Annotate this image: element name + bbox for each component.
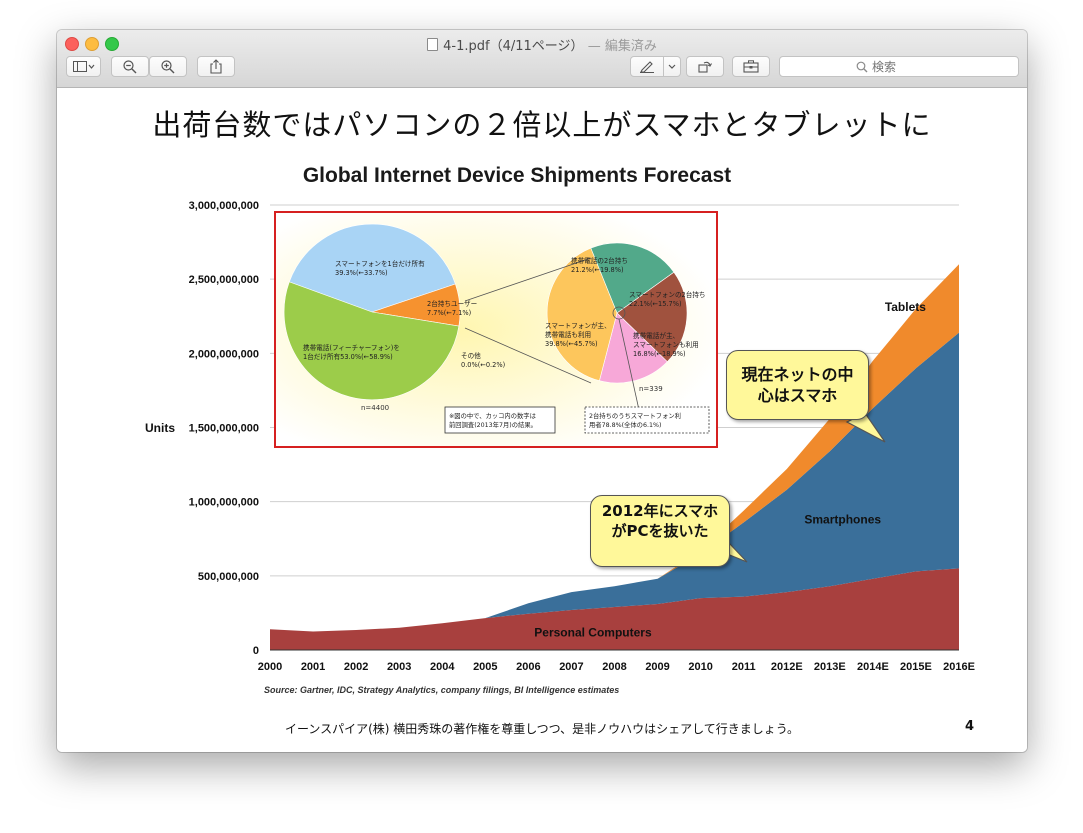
callout-bottom: 2012年にスマホがPCを抜いた [590, 495, 730, 567]
x-tick-label: 2002 [344, 661, 368, 673]
x-tick-label: 2004 [430, 661, 455, 673]
x-tick-label: 2009 [645, 661, 669, 673]
y-tick-label: 2,000,000,000 [189, 348, 259, 360]
x-tick-label: 2010 [688, 661, 712, 673]
x-tick-label: 2015E [900, 661, 932, 673]
y-tick-label: 3,000,000,000 [189, 200, 259, 212]
window-title: 4-1.pdf（4/11ページ） — 編集済み [57, 35, 1027, 54]
slide-title: 出荷台数ではパソコンの２倍以上がスマホとタブレットに [152, 108, 932, 142]
series-label: Tablets [885, 300, 926, 314]
pen-icon [640, 60, 654, 73]
toolbox-button[interactable] [732, 56, 770, 77]
right-pie-chart [546, 242, 688, 384]
right-pie-label: 携帯電話が主、スマートフォンも利用 16.8%(←18.9%) [633, 331, 699, 358]
x-tick-label: 2008 [602, 661, 626, 673]
series-label: Smartphones [804, 512, 881, 526]
left-pie-label: 携帯電話(フィーチャーフォン)を 1台だけ所有53.0%(←58.9%) [303, 343, 400, 361]
close-window-button[interactable] [65, 37, 79, 51]
zoom-out-icon [123, 59, 137, 73]
edited-status: — 編集済み [587, 39, 657, 54]
x-tick-labels: 2000 2001 2002 2003 2004 2005 2006 2007 2008 2009… [258, 661, 975, 673]
left-pie-chart [283, 223, 461, 401]
share-button[interactable] [197, 56, 235, 77]
x-tick-label: 2001 [301, 661, 325, 673]
x-tick-label: 2007 [559, 661, 583, 673]
sidebar-toggle-button[interactable] [66, 56, 101, 77]
markup-button[interactable] [630, 56, 664, 77]
right-pie-slice [590, 242, 675, 314]
x-tick-label: 2011 [732, 661, 756, 673]
preview-window: 4-1.pdf（4/11ページ） — 編集済み [57, 30, 1027, 752]
source-note: Source: Gartner, IDC, Strategy Analytics… [264, 685, 620, 695]
rotate-button[interactable] [686, 56, 724, 77]
y-tick-label: 1,000,000,000 [189, 497, 259, 509]
left-pie-slice [283, 281, 460, 401]
shipments-chart: 0 500,000,000 1,000,000,000 1,500,000,000 2,… [145, 200, 975, 673]
x-tick-label: 2013E [814, 661, 846, 673]
rotate-icon [697, 61, 712, 73]
y-tick-label: 500,000,000 [198, 571, 259, 583]
sidebar-icon [72, 60, 94, 72]
survey-inset: スマートフォンを1台だけ所有 39.3%(←33.7%) 2台持ちユーザー 7.7%(… [274, 211, 718, 448]
slide-footer: イーンスパイア(株) 横田秀珠の著作権を尊重しつつ、是非ノウハウはシェアして行き… [284, 722, 800, 736]
x-tick-label: 2006 [516, 661, 540, 673]
x-tick-label: 2003 [387, 661, 411, 673]
x-tick-label: 2000 [258, 661, 282, 673]
search-field[interactable] [779, 56, 1019, 77]
right-pie-n: n=339 [639, 385, 663, 393]
right-pie-label: 携帯電話の2台持ち 21.2%(←19.8%) [571, 256, 628, 274]
minimize-window-button[interactable] [85, 37, 99, 51]
right-pie-slice [546, 247, 618, 382]
area-smartphones [270, 332, 959, 632]
y-tick-label: 1,500,000,000 [189, 423, 259, 435]
y-tick-label: 2,500,000,000 [189, 274, 259, 286]
zoom-out-button[interactable] [111, 56, 149, 77]
toolbox-icon [743, 60, 759, 73]
y-axis-label: Units [145, 421, 175, 435]
left-pie-labels: スマートフォンを1台だけ所有 39.3%(←33.7%) 2台持ちユーザー 7.7%(… [303, 259, 505, 369]
left-pie-slice [288, 223, 456, 313]
zoom-window-button[interactable] [105, 37, 119, 51]
series-label: Personal Computers [534, 625, 652, 639]
title-bar: 4-1.pdf（4/11ページ） — 編集済み [57, 30, 1027, 88]
right-pie-slice [599, 312, 668, 384]
pdf-document-icon [427, 38, 439, 51]
area-tablets [270, 264, 959, 632]
chart-title: Global Internet Device Shipments Forecas… [302, 164, 732, 187]
left-pie-n: n=4400 [361, 404, 389, 412]
chevron-down-icon [668, 64, 676, 69]
search-input[interactable] [872, 59, 942, 74]
window-filename: 4-1.pdf（4/11ページ） [443, 39, 584, 54]
note-right: 2台持ちのうちスマートフォン利用者78.8%(全体の6.1%) [589, 411, 681, 429]
area-series [270, 264, 959, 650]
note-right-box [584, 406, 710, 434]
zoom-in-icon [161, 59, 175, 73]
search-icon [856, 61, 868, 72]
markup-menu-button[interactable] [663, 56, 681, 77]
right-pie-labels: 携帯電話の2台持ち 21.2%(←19.8%)スマートフォンの2台持ち 22.1%(… [545, 256, 706, 358]
left-pie-label: スマートフォンを1台だけ所有 39.3%(←33.7%) [335, 259, 425, 277]
x-tick-label: 2014E [857, 661, 889, 673]
note-left: ※図の中で、カッコ内の数字は前回調査(2013年7月)の結果。 [449, 411, 537, 429]
x-tick-label: 2005 [473, 661, 497, 673]
area-personal-computers [270, 568, 959, 650]
share-icon [210, 59, 222, 74]
callout-top: 現在ネットの中心はスマホ [726, 350, 869, 420]
y-tick-label: 0 [253, 645, 259, 657]
page-number: 4 [965, 719, 975, 734]
right-pie-label: スマートフォンが主、携帯電話も利用 39.8%(←45.7%) [545, 321, 611, 348]
x-tick-label: 2012E [771, 661, 803, 673]
series-labels: Personal Computers Smartphones Tablets [534, 300, 926, 639]
x-tick-label: 2016E [943, 661, 975, 673]
note-left-box [444, 406, 556, 434]
pdf-page: 出荷台数ではパソコンの２倍以上がスマホとタブレットに Global Intern… [57, 88, 1027, 752]
right-pie-slice [616, 271, 688, 363]
right-pie-label: スマートフォンの2台持ち 22.1%(←15.7%) [629, 290, 706, 308]
zoom-in-button[interactable] [149, 56, 187, 77]
left-pie-label: 2台持ちユーザー 7.7%(←7.1%) [427, 299, 477, 317]
y-tick-labels: 0 500,000,000 1,000,000,000 1,500,000,000 2,… [189, 200, 259, 657]
left-pie-label: その他 0.0%(←0.2%) [461, 351, 505, 369]
